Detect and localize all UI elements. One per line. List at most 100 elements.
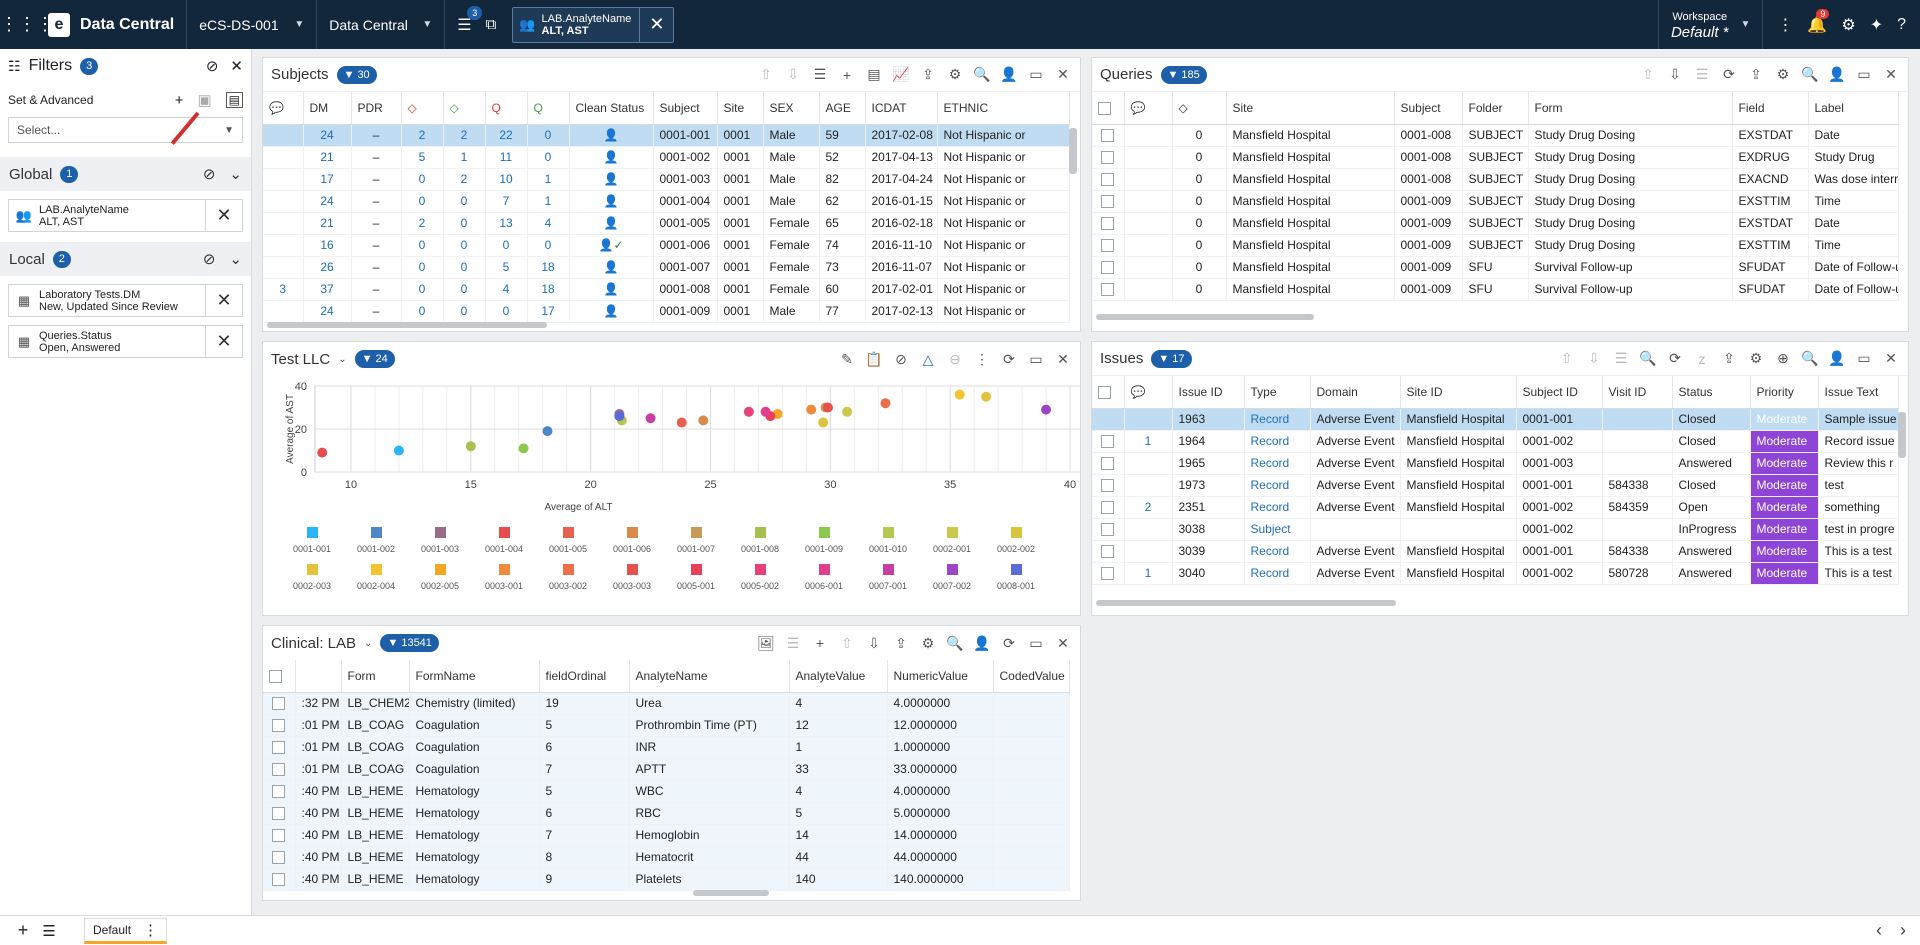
chevron-down-icon[interactable]: ⌄ [229,251,242,268]
module-selector[interactable]: Data Central ▼ [317,0,446,49]
vertical-scrollbar[interactable] [1898,412,1906,458]
row-checkbox[interactable] [263,824,296,847]
row-checkbox[interactable] [1092,496,1125,519]
save-as-icon[interactable]: ▤ [225,92,243,108]
row-checkbox[interactable] [1092,474,1125,497]
table-row[interactable]: 0 Mansfield Hospital 0001-008 SUBJECT Study … [1092,146,1899,169]
row-checkbox[interactable] [1092,146,1125,169]
column-header[interactable]: Field [1732,92,1809,125]
row-checkbox[interactable] [1092,190,1125,213]
add-icon[interactable]: + [174,91,184,109]
comment-column-icon[interactable]: 💬 [1124,92,1173,125]
column-header[interactable]: Subject [653,92,718,125]
table-row[interactable]: 24–0 0 0 17 👤 0001-009 0001 Male 77 2017-02-13 Not… [263,300,1070,323]
column-header[interactable]: Form [1528,92,1733,125]
column-header[interactable]: Type [1244,376,1311,409]
arrow-up-icon[interactable]: ⇧ [1642,66,1654,82]
table-row[interactable]: 26–0 0 5 18 👤 0001-007 0001 Female 73 2016-11-07 N… [263,256,1070,279]
pencil-icon[interactable]: ✎ [841,350,853,367]
query-red-icon[interactable]: Q [485,92,528,125]
clear-filters-icon[interactable]: ⊘ [202,166,216,183]
chevron-down-icon[interactable]: ⌄ [364,637,373,649]
table-row[interactable]: :01 PM LB_COAG Coagulation 7 APTT 33 33.000000… [263,758,1070,781]
arrow-down-icon[interactable]: ⇩ [1669,66,1681,82]
column-header[interactable]: ETHNIC [937,92,1070,125]
save-icon[interactable]: ▣ [197,92,212,109]
column-header[interactable]: ICDAT [865,92,938,125]
horizontal-scrollbar[interactable] [1096,600,1396,606]
tag-red-icon[interactable]: ◇ [401,92,444,125]
close-icon[interactable]: ✕ [1057,350,1069,367]
arrow-down-icon[interactable]: ⇩ [1588,350,1600,366]
tab-list-icon[interactable]: ☰ [42,922,56,940]
column-header[interactable]: Subject ID [1516,376,1603,409]
close-icon[interactable]: ✕ [216,331,232,351]
layout-icon[interactable]: ▭ [1029,66,1043,82]
search-icon[interactable]: 🔍 [1801,350,1819,366]
row-checkbox[interactable] [1092,212,1125,235]
close-icon[interactable]: ✕ [639,6,673,43]
table-row[interactable]: 3038 Subject 0001-002 InProgress Moderate tes… [1092,518,1899,541]
column-header[interactable]: fieldOrdinal [539,660,630,693]
column-header[interactable]: AnalyteValue [789,660,888,693]
export-icon[interactable]: ⇪ [1723,350,1735,366]
column-header[interactable]: Priority [1750,376,1819,409]
column-header[interactable]: FormName [409,660,540,693]
column-header[interactable]: Label [1808,92,1899,125]
tag-green-icon[interactable]: ◇ [443,92,486,125]
horizontal-scrollbar[interactable] [267,322,547,328]
vertical-scrollbar[interactable] [1069,128,1077,174]
table-row[interactable]: :01 PM LB_COAG Coagulation 5 Prothrombin Tim… [263,714,1070,737]
issue-type[interactable]: Record [1244,496,1311,519]
arrow-up-icon[interactable]: ⇧ [841,634,853,651]
column-header[interactable]: Form [341,660,410,693]
table-row[interactable]: 16–0 0 0 0 👤✓ 0001-006 0001 Female 74 2016-11-10 N… [263,234,1070,257]
table-row[interactable]: 1 1964 Record Adverse Event Mansfield Hospit… [1092,430,1899,453]
gear-icon[interactable]: ⚙ [948,66,962,82]
bell-icon[interactable]: 🔔 9 [1807,8,1830,35]
user-settings-icon[interactable]: 👤 [1828,66,1846,82]
table-row[interactable]: 3 37–0 0 4 18 👤 0001-008 0001 Female 60 2017-02-01… [263,278,1070,301]
close-icon[interactable]: ✕ [1057,634,1069,651]
table-row[interactable]: 1965 Record Adverse Event Mansfield Hospita… [1092,452,1899,475]
arrow-down-icon[interactable]: ⇩ [868,634,880,651]
sparkle-icon[interactable]: ✦ [1869,16,1884,34]
row-checkbox[interactable] [263,714,296,737]
column-header[interactable]: Clean Status [569,92,654,125]
issue-type[interactable]: Record [1244,474,1311,497]
row-checkbox[interactable] [1092,452,1125,475]
row-checkbox[interactable] [1092,430,1125,453]
chevron-down-icon[interactable]: ⌄ [229,166,242,183]
horizontal-scrollbar[interactable] [1096,314,1314,320]
row-checkbox[interactable] [1092,278,1125,301]
more-vertical-icon[interactable]: ⋮ [143,921,159,939]
row-checkbox[interactable] [1092,168,1125,191]
close-icon[interactable]: ✕ [1885,66,1897,82]
active-filter-chip[interactable]: 👥 LAB.AnalyteName ALT, AST ✕ [512,6,675,43]
table-row[interactable]: :01 PM LB_COAG Coagulation 6 INR 1 1.0000000 [263,736,1070,759]
issue-type[interactable]: Subject [1244,518,1311,541]
table-row[interactable]: 0 Mansfield Hospital 0001-008 SUBJECT Study … [1092,124,1899,147]
table-row[interactable]: 0 Mansfield Hospital 0001-009 SUBJECT Study … [1092,212,1899,235]
table-row[interactable]: 21–2 0 13 4 👤 0001-005 0001 Female 65 2016-02-18 N… [263,212,1070,235]
filter-list-icon[interactable]: ☰ 3 [457,5,483,35]
table-row[interactable]: 0 Mansfield Hospital 0001-008 SUBJECT Study … [1092,168,1899,191]
issue-type[interactable]: Record [1244,540,1311,563]
list-icon[interactable]: ☰ [813,66,827,82]
user-settings-icon[interactable]: 👤 [1000,66,1018,82]
column-header[interactable]: Folder [1462,92,1529,125]
comment-column-icon[interactable]: 💬 [1124,376,1173,409]
close-icon[interactable]: ✕ [1885,350,1897,366]
sync-icon[interactable]: ⟳ [1003,634,1015,651]
chevron-left-icon[interactable]: ‹ [1876,920,1882,940]
table-row[interactable]: 24–2 2 22 0 👤 0001-001 0001 Male 59 2017-02-08 Not… [263,124,1070,147]
workspace-selector[interactable]: Workspace Default * ▼ [1657,0,1762,49]
tab-default[interactable]: Default ⋮ [84,917,168,944]
linked-filter-icon[interactable]: ⧉ [485,16,497,33]
close-icon[interactable]: ✕ [216,205,232,225]
row-checkbox[interactable] [263,780,296,803]
user-settings-icon[interactable]: 👤 [1828,350,1846,366]
row-checkbox[interactable] [1092,408,1125,431]
column-header[interactable]: Domain [1310,376,1401,409]
filter-clear-icon[interactable]: ⊘ [895,350,907,367]
